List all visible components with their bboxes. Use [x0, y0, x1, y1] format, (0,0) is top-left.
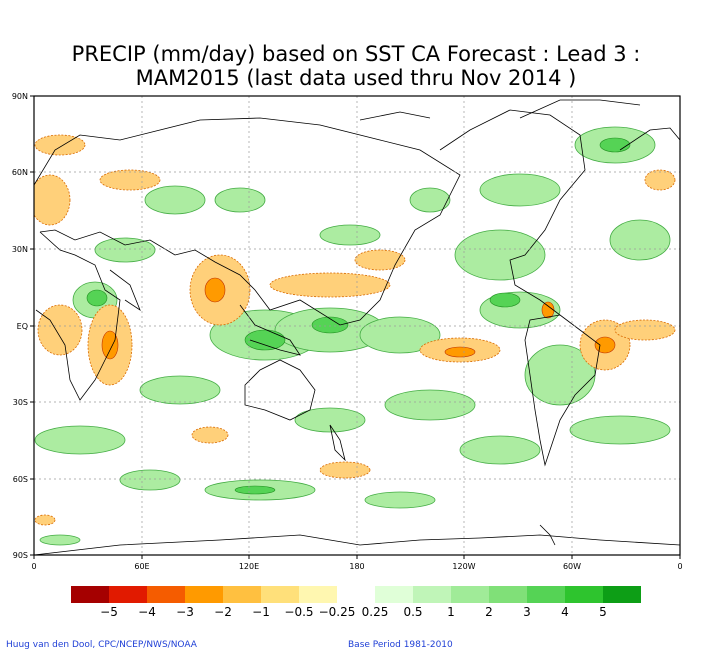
lon-label-60w: 60W — [563, 562, 581, 571]
colorbar-tick-label: 1 — [447, 605, 455, 619]
lon-label-60e: 60E — [134, 562, 149, 571]
colorbar-swatch — [147, 586, 185, 603]
colorbar-swatch — [223, 586, 261, 603]
colorbar-swatch — [451, 586, 489, 603]
colorbar-tick-label: −0.25 — [319, 605, 356, 619]
colorbar-tick-label: 0.5 — [403, 605, 422, 619]
credit-author: Huug van den Dool, CPC/NCEP/NWS/NOAA — [6, 640, 197, 650]
credit-base-period: Base Period 1981-2010 — [348, 640, 453, 650]
lon-label-0: 0 — [31, 562, 36, 571]
colorbar-tick-label: −3 — [176, 605, 194, 619]
colorbar-swatch — [337, 586, 375, 603]
colorbar-tick-label: −5 — [100, 605, 118, 619]
map-title-line-1: PRECIP (mm/day) based on SST CA Forecast… — [71, 42, 641, 66]
lon-label-120w: 120W — [452, 562, 475, 571]
coastlines — [34, 99, 680, 555]
colorbar-tick-label: 2 — [485, 605, 493, 619]
axis-ticks — [30, 95, 681, 559]
map-title-line-2: MAM2015 (last data used thru Nov 2014 ) — [135, 66, 577, 90]
colorbar-tick-label: 4 — [561, 605, 569, 619]
colorbar — [71, 586, 641, 603]
lon-label-180: 180 — [349, 562, 364, 571]
colorbar-swatch — [185, 586, 223, 603]
colorbar-tick-label: 5 — [599, 605, 607, 619]
colorbar-tick-label: −2 — [214, 605, 232, 619]
colorbar-swatch — [299, 586, 337, 603]
colorbar-swatch — [109, 586, 147, 603]
colorbar-swatch — [261, 586, 299, 603]
precip-field — [34, 99, 680, 555]
lat-label-60s: 60S — [13, 475, 28, 484]
lon-label-0-east: 0 — [677, 562, 682, 571]
colorbar-labels: −5 −4 −3 −2 −1 −0.5 −0.25 0.25 0.5 1 2 3 4 5 — [100, 605, 607, 619]
lat-label-90n: 90N — [12, 92, 28, 101]
colorbar-swatch — [565, 586, 603, 603]
lat-label-90s: 90S — [13, 551, 28, 560]
colorbar-tick-label: −1 — [252, 605, 270, 619]
lat-label-eq: EQ — [17, 322, 28, 331]
colorbar-swatch — [603, 586, 641, 603]
colorbar-tick-label: −4 — [138, 605, 156, 619]
colorbar-tick-label: 3 — [523, 605, 531, 619]
colorbar-swatch — [489, 586, 527, 603]
colorbar-swatch — [71, 586, 109, 603]
lon-label-120e: 120E — [239, 562, 259, 571]
colorbar-tick-label: 0.25 — [362, 605, 389, 619]
graticule — [34, 96, 680, 555]
colorbar-swatch — [375, 586, 413, 603]
colorbar-tick-label: −0.5 — [284, 605, 313, 619]
colorbar-swatch — [527, 586, 565, 603]
colorbar-swatch — [413, 586, 451, 603]
lat-label-30n: 30N — [12, 245, 28, 254]
lat-label-30s: 30S — [13, 398, 28, 407]
lat-label-60n: 60N — [12, 168, 28, 177]
